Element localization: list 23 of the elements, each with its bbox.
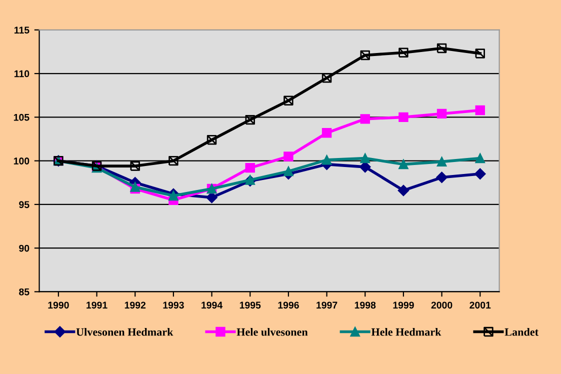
legend-label: Ulvesonen Hedmark — [76, 328, 174, 336]
y-tick-label: 95 — [19, 201, 30, 208]
y-tick-label: 90 — [19, 244, 30, 252]
x-tick-label: 1997 — [316, 302, 338, 309]
legend-label: Hele ulvesonen — [236, 328, 308, 336]
x-tick-label: 1994 — [202, 302, 223, 309]
x-tick-label: 1991 — [86, 302, 108, 309]
y-tick-label: 110 — [14, 70, 30, 78]
x-tick-label: 2000 — [431, 302, 452, 309]
x-tick-label: 1996 — [278, 302, 299, 309]
x-tick-label: 1993 — [163, 302, 184, 309]
x-tick-label: 1995 — [240, 302, 261, 309]
y-tick-label: 100 — [14, 158, 30, 164]
y-tick-label: 85 — [19, 288, 30, 296]
x-tick-label: 2001 — [470, 302, 491, 309]
y-tick-label: 115 — [14, 26, 30, 34]
x-tick-label: 1998 — [354, 302, 376, 309]
x-tick-label: 1999 — [393, 302, 414, 309]
legend-label: Landet — [504, 328, 538, 336]
y-tick-label: 105 — [14, 114, 30, 121]
legend-label: Hele Hedmark — [371, 328, 442, 336]
x-tick-label: 1992 — [124, 302, 146, 309]
x-tick-label: 1990 — [48, 302, 69, 309]
